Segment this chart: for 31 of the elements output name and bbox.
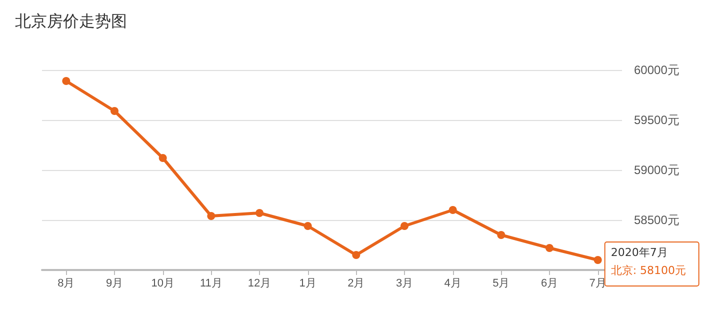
x-tick-label: 3月 <box>396 278 414 290</box>
point <box>304 222 312 230</box>
x-tick-label: 7月 <box>589 278 606 290</box>
point <box>400 222 408 230</box>
x-tick-label: 2月 <box>348 278 365 290</box>
point <box>546 244 554 252</box>
x-tick-label: 11月 <box>200 278 222 290</box>
y-tick-label: 60000元 <box>634 63 680 77</box>
x-tick-label: 12月 <box>248 278 272 290</box>
y-tick-label: 58500元 <box>634 213 680 227</box>
x-tick-label: 6月 <box>540 278 558 290</box>
chart-title: 北京房价走势图 <box>15 12 127 30</box>
x-tick-label: 8月 <box>58 278 75 290</box>
x-tick-label: 5月 <box>492 278 510 290</box>
x-tick-label: 9月 <box>106 278 124 290</box>
point <box>110 107 118 115</box>
annotation: 2020年7月 <box>610 246 668 259</box>
x-tick-label: 4月 <box>444 278 462 290</box>
y-tick-label: 59000元 <box>634 163 680 177</box>
point <box>62 77 70 85</box>
point <box>594 256 602 264</box>
point <box>256 209 264 217</box>
point <box>352 251 360 259</box>
annotation: 北京: 58100元 <box>610 264 686 277</box>
point <box>207 212 216 220</box>
point <box>158 154 167 162</box>
point <box>448 206 457 214</box>
x-tick-label: 10月 <box>151 278 174 290</box>
y-tick-label: 59500元 <box>634 113 680 127</box>
x-tick-label: 1月 <box>299 278 316 290</box>
point <box>497 231 506 239</box>
